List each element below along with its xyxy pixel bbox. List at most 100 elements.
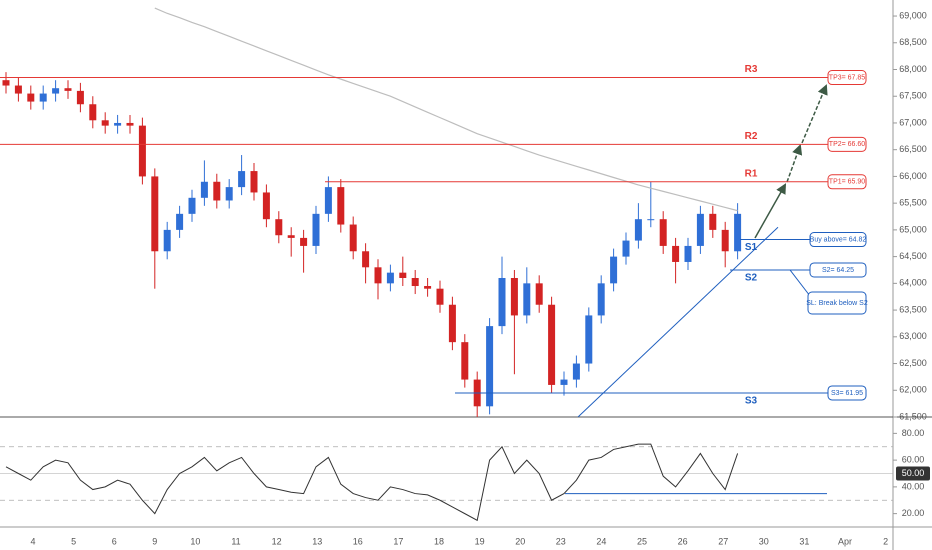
candle-body	[362, 251, 370, 268]
x-tick-label: 9	[152, 536, 157, 546]
candle-body	[238, 171, 246, 188]
x-tick-label: 13	[312, 536, 322, 546]
level-box-label: TP1= 65.90	[829, 179, 865, 186]
x-tick-label: 19	[475, 536, 485, 546]
candle-body	[337, 187, 345, 225]
candle-body	[709, 213, 717, 230]
candle-body	[188, 197, 196, 214]
candle-body	[262, 192, 270, 220]
candle-body	[250, 171, 258, 193]
y-tick-label: 68,000	[899, 64, 927, 74]
y-tick-label: 67,500	[899, 91, 927, 101]
y-tick-label: 40.00	[902, 481, 925, 491]
level-name: R3	[745, 64, 758, 75]
current-value-label: 50.00	[902, 468, 925, 478]
annotation-connector	[789, 269, 811, 297]
level-box	[809, 262, 867, 278]
candle-body	[721, 229, 729, 252]
x-tick-label: 18	[434, 536, 444, 546]
candle-body	[39, 93, 47, 102]
level-box	[827, 385, 867, 401]
candle-body	[734, 213, 742, 252]
y-tick-label: 20.00	[902, 508, 925, 518]
candle-body	[126, 122, 134, 126]
projection-arrow	[801, 84, 828, 144]
candle-body	[647, 219, 655, 221]
y-tick-label: 67,000	[899, 117, 927, 127]
candle-body	[225, 187, 233, 201]
candle-body	[76, 90, 84, 105]
x-tick-label: Apr	[838, 536, 852, 546]
level-name: S1	[745, 242, 758, 253]
candle-body	[213, 181, 221, 201]
level-box-label: Buy above= 64.82	[810, 236, 867, 243]
candle-body	[572, 363, 580, 380]
candle-body	[386, 272, 394, 284]
candle-body	[300, 237, 308, 246]
y-tick-label: 62,500	[899, 358, 927, 368]
x-tick-label: 20	[515, 536, 525, 546]
candle-body	[461, 342, 469, 380]
candle-body	[176, 213, 184, 230]
candle-body	[597, 283, 605, 316]
candle-body	[498, 278, 506, 327]
y-tick-label: 64,000	[899, 278, 927, 288]
candle-body	[324, 187, 332, 214]
projection-arrow	[786, 144, 803, 183]
x-tick-label: 17	[393, 536, 403, 546]
rsi-line	[5, 443, 739, 522]
candle-body	[510, 278, 518, 316]
price-panel	[2, 7, 779, 417]
y-tick-label: 68,500	[899, 37, 927, 47]
x-tick-label: 2	[883, 536, 888, 546]
candle-body	[151, 176, 159, 252]
candle-body	[275, 219, 283, 236]
candle-body	[610, 256, 618, 284]
candle-body	[27, 93, 35, 102]
projection-arrow	[754, 183, 787, 239]
x-tick-label: 27	[718, 536, 728, 546]
moving-average	[154, 7, 738, 212]
candle-body	[535, 283, 543, 305]
y-tick-label: 63,000	[899, 331, 927, 341]
y-tick-label: 65,000	[899, 224, 927, 234]
x-tick-label: 11	[231, 536, 240, 546]
candle-body	[659, 219, 667, 246]
level-box	[827, 136, 867, 152]
candle-body	[448, 304, 456, 343]
x-tick-label: 24	[596, 536, 606, 546]
candle-body	[14, 85, 22, 94]
x-tick-label: 4	[30, 536, 35, 546]
candle-body	[114, 122, 122, 126]
y-tick-label: 80.00	[902, 428, 925, 438]
candle-body	[634, 219, 642, 241]
candle-body	[486, 326, 494, 407]
y-tick-label: 63,500	[899, 304, 927, 314]
level-name: R1	[745, 168, 758, 179]
y-tick-label: 60.00	[902, 455, 925, 465]
y-tick-label: 69,000	[899, 10, 927, 20]
candle-body	[138, 125, 146, 177]
level-name: S3	[745, 396, 758, 407]
candle-body	[52, 88, 60, 94]
candle-body	[672, 245, 680, 262]
candle-body	[200, 181, 208, 198]
candle-body	[585, 315, 593, 364]
level-name: R2	[745, 131, 758, 142]
level-name: S2	[745, 273, 758, 284]
x-tick-label: 26	[678, 536, 688, 546]
x-tick-label: 30	[759, 536, 769, 546]
x-tick-label: 25	[637, 536, 647, 546]
y-tick-label: 64,500	[899, 251, 927, 261]
annotation: SL: Break below S2	[806, 300, 868, 307]
candle-body	[287, 235, 295, 238]
y-tick-label: 62,000	[899, 385, 927, 395]
level-box-label: TP3= 67.85	[829, 74, 865, 81]
trendline	[577, 226, 779, 417]
annotation-box	[807, 291, 867, 315]
candle-body	[411, 278, 419, 287]
candle-body	[696, 213, 704, 246]
candle-body	[349, 224, 357, 252]
